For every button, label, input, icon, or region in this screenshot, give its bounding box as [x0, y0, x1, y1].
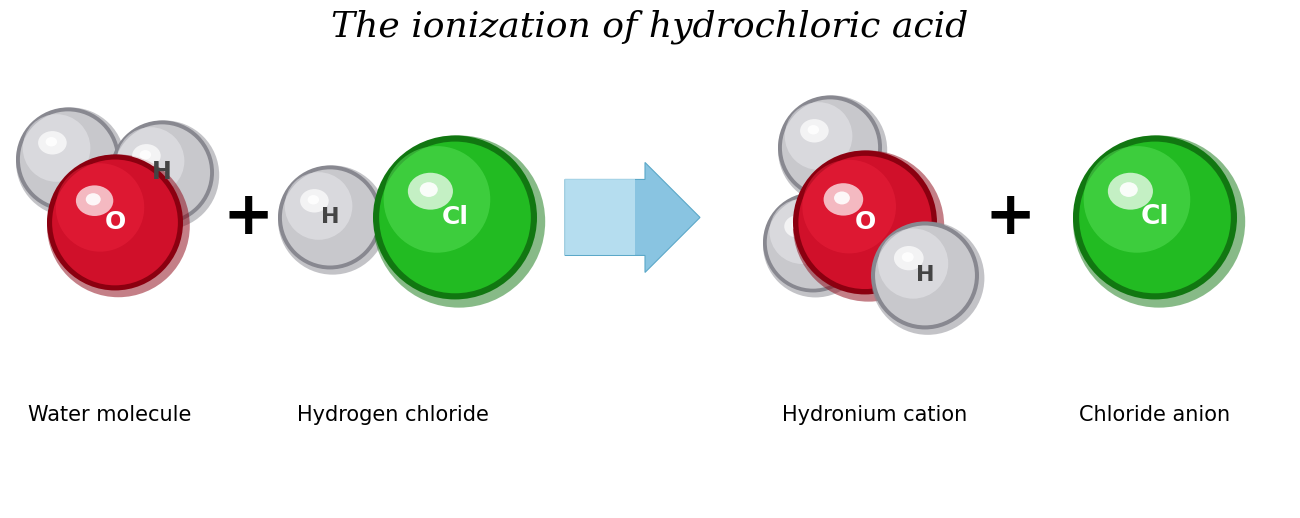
- Ellipse shape: [86, 193, 100, 206]
- Text: H: H: [321, 207, 339, 227]
- Ellipse shape: [47, 154, 183, 291]
- Ellipse shape: [902, 252, 914, 262]
- Text: The ionization of hydrochloric acid: The ionization of hydrochloric acid: [332, 10, 968, 45]
- Ellipse shape: [46, 137, 57, 147]
- Ellipse shape: [792, 221, 802, 230]
- Ellipse shape: [278, 165, 387, 275]
- Text: O: O: [104, 210, 126, 235]
- Text: +: +: [222, 188, 273, 247]
- Ellipse shape: [133, 144, 161, 167]
- Ellipse shape: [802, 160, 896, 253]
- Ellipse shape: [278, 165, 382, 269]
- Text: O: O: [854, 210, 876, 235]
- Ellipse shape: [767, 196, 859, 289]
- Ellipse shape: [793, 150, 944, 301]
- Text: +: +: [984, 188, 1036, 247]
- Ellipse shape: [300, 189, 329, 212]
- Text: Cl: Cl: [442, 206, 468, 229]
- Ellipse shape: [373, 135, 545, 308]
- Ellipse shape: [111, 121, 220, 229]
- Ellipse shape: [52, 160, 178, 285]
- Ellipse shape: [777, 95, 881, 199]
- Ellipse shape: [793, 150, 937, 294]
- Ellipse shape: [1079, 141, 1231, 293]
- Ellipse shape: [800, 119, 828, 142]
- Ellipse shape: [380, 141, 530, 293]
- Text: www.alamy.com: www.alamy.com: [1144, 492, 1257, 505]
- Ellipse shape: [56, 163, 144, 252]
- Ellipse shape: [785, 102, 853, 170]
- Ellipse shape: [117, 127, 185, 195]
- Ellipse shape: [784, 215, 811, 238]
- Ellipse shape: [835, 192, 850, 205]
- Ellipse shape: [1108, 172, 1153, 210]
- Ellipse shape: [47, 154, 190, 297]
- Text: H: H: [152, 161, 172, 184]
- Ellipse shape: [285, 172, 352, 240]
- Ellipse shape: [807, 125, 819, 135]
- Ellipse shape: [777, 95, 887, 205]
- Ellipse shape: [781, 99, 878, 195]
- Text: Hydronium cation: Hydronium cation: [783, 405, 967, 425]
- Ellipse shape: [875, 225, 975, 325]
- Ellipse shape: [1072, 135, 1238, 299]
- Text: H: H: [915, 265, 935, 285]
- Ellipse shape: [1072, 135, 1245, 308]
- Ellipse shape: [420, 182, 438, 197]
- Text: Water molecule: Water molecule: [29, 405, 191, 425]
- Ellipse shape: [1084, 146, 1191, 253]
- Ellipse shape: [114, 124, 211, 221]
- Text: Chloride anion: Chloride anion: [1079, 405, 1231, 425]
- Ellipse shape: [308, 195, 318, 205]
- Ellipse shape: [373, 135, 537, 299]
- Ellipse shape: [16, 107, 125, 217]
- Text: Image ID: 2R5WC1B: Image ID: 2R5WC1B: [1144, 469, 1271, 482]
- Ellipse shape: [139, 150, 151, 160]
- Ellipse shape: [871, 221, 984, 335]
- Ellipse shape: [763, 193, 868, 297]
- Ellipse shape: [798, 156, 932, 289]
- Ellipse shape: [824, 183, 863, 215]
- Text: Cl: Cl: [1141, 205, 1169, 231]
- Ellipse shape: [408, 172, 452, 210]
- Ellipse shape: [38, 131, 66, 154]
- Ellipse shape: [878, 228, 948, 299]
- Ellipse shape: [384, 146, 490, 253]
- Text: alamy: alamy: [46, 471, 148, 500]
- Ellipse shape: [763, 193, 863, 293]
- Polygon shape: [566, 163, 699, 272]
- Ellipse shape: [20, 111, 116, 208]
- Polygon shape: [566, 179, 634, 255]
- Ellipse shape: [894, 246, 923, 270]
- Ellipse shape: [1119, 182, 1138, 197]
- Ellipse shape: [871, 221, 979, 329]
- Ellipse shape: [770, 199, 835, 264]
- Ellipse shape: [282, 169, 378, 266]
- Ellipse shape: [23, 114, 91, 182]
- Ellipse shape: [75, 185, 113, 216]
- Ellipse shape: [111, 121, 214, 224]
- Ellipse shape: [16, 107, 120, 211]
- Text: Hydrogen chloride: Hydrogen chloride: [298, 405, 489, 425]
